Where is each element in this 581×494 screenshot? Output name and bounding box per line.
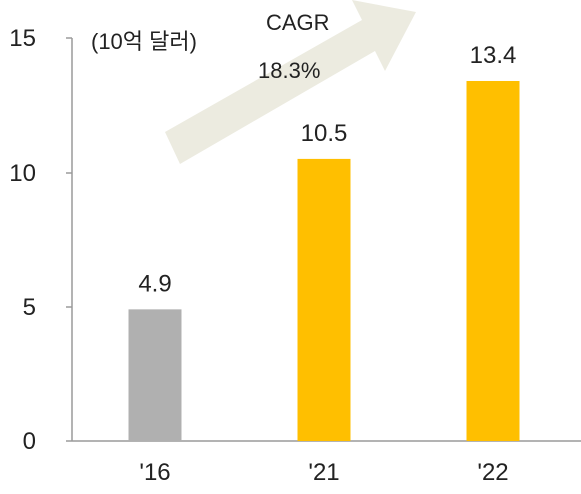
- bar-2022: [466, 80, 520, 441]
- data-label-2021: 10.5: [301, 120, 348, 147]
- y-tick-label: 5: [23, 294, 36, 321]
- data-label-2022: 13.4: [470, 42, 517, 69]
- cagr-title: CAGR: [266, 10, 330, 35]
- growth-arrow-icon: [165, 0, 416, 164]
- x-tick-label-2022: '22: [477, 459, 508, 486]
- y-tick-label: 15: [9, 25, 36, 52]
- y-tick-label: 10: [9, 160, 36, 187]
- unit-label: (10억 달러): [91, 29, 197, 54]
- y-tick-label: 0: [23, 428, 36, 455]
- x-tick-label-2016: '16: [139, 459, 170, 486]
- bar-2021: [297, 158, 351, 441]
- x-tick-label-2021: '21: [308, 459, 339, 486]
- bar-2016: [128, 309, 182, 441]
- data-label-2016: 4.9: [138, 270, 171, 297]
- cagr-value: 18.3%: [258, 58, 320, 83]
